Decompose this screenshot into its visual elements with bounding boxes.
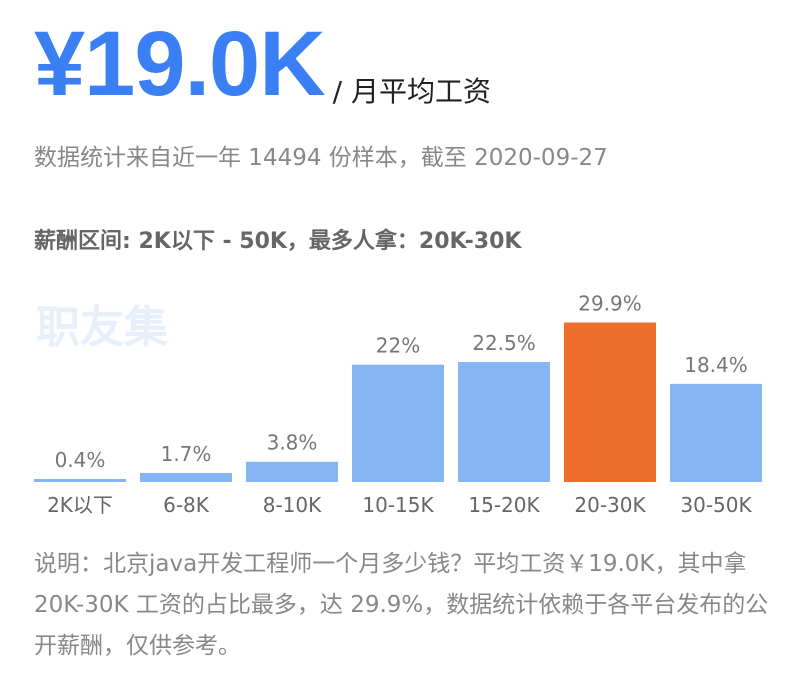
bar-value-label: 22.5% xyxy=(472,331,536,355)
description-note: 说明：北京java开发工程师一个月多少钱？平均工资￥19.0K，其中拿 20K-… xyxy=(34,551,769,659)
bar-1 xyxy=(140,472,232,482)
sample-stats-text: 数据统计来自近一年 14494 份样本，截至 2020-09-27 xyxy=(34,145,608,171)
x-tick-label: 15-20K xyxy=(468,493,540,517)
bar-value-label: 29.9% xyxy=(578,292,642,316)
watermark-logo: 职友集 xyxy=(36,302,168,353)
bar-6 xyxy=(670,383,762,482)
x-tick-label: 10-15K xyxy=(362,493,434,517)
salary-headline: ¥19.0K / 月平均工资 xyxy=(34,14,491,114)
average-salary-value: ¥19.0K xyxy=(34,13,326,115)
bar-value-label: 3.8% xyxy=(267,431,318,455)
x-tick-label: 2K以下 xyxy=(47,493,113,517)
salary-range-summary: 薪酬区间: 2K以下 - 50K，最多人拿：20K-30K xyxy=(34,229,522,254)
bar-0 xyxy=(34,479,126,482)
x-tick-label: 8-10K xyxy=(263,493,322,517)
bar-2 xyxy=(246,461,338,482)
bar-3 xyxy=(352,364,444,482)
bar-value-label: 18.4% xyxy=(684,353,748,377)
salary-distribution-chart: 0.4% 2K以下 1.7% 6-8K 3.8% 8-10K 22% 10-15K 22.5% 1… xyxy=(34,292,762,517)
bar-value-label: 22% xyxy=(376,334,420,358)
x-tick-label: 20-30K xyxy=(574,493,646,517)
bar-4 xyxy=(458,362,550,482)
bar-value-label: 0.4% xyxy=(55,448,106,472)
x-tick-label: 6-8K xyxy=(163,493,210,517)
bar-5 xyxy=(564,322,656,482)
bar-value-label: 1.7% xyxy=(161,442,212,466)
average-salary-unit: / 月平均工资 xyxy=(332,75,492,108)
x-tick-label: 30-50K xyxy=(680,493,752,517)
